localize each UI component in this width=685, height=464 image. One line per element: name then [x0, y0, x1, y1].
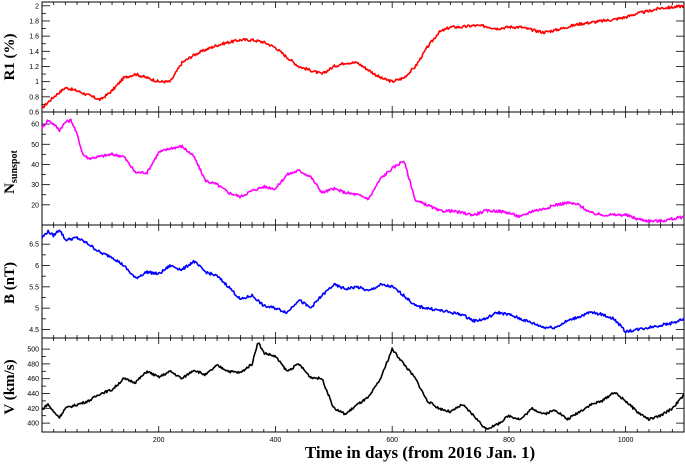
- sunspot-y-tick-label: 50: [31, 142, 39, 149]
- sunspot-y-tick-label: 60: [31, 122, 39, 129]
- r1-y-tick-label: 0.8: [29, 94, 39, 101]
- r1-y-tick-label: 1.8: [29, 18, 39, 25]
- r1-y-tick-label: 2: [35, 3, 39, 10]
- v-frame: [41, 337, 685, 433]
- x-tick-label: 200: [153, 437, 165, 444]
- b-ylabel: B (nT): [2, 262, 18, 304]
- x-tick-label: 1000: [618, 437, 634, 444]
- x-axis-label: Time in days (from 2016 Jan. 1): [305, 443, 535, 462]
- r1-series-line: [41, 4, 685, 109]
- b-y-tick-label: 6.5: [29, 242, 39, 249]
- x-tick-label: 400: [270, 437, 282, 444]
- r1-y-tick-label: 1.4: [29, 49, 39, 56]
- r1-y-tick-label: 0.6: [29, 110, 39, 117]
- v-series-line: [41, 342, 685, 430]
- r1-frame: [41, 1, 685, 113]
- r1-ylabel: R1 (%): [2, 33, 18, 80]
- r1-panel: R1 (%) 0.6 0.8 1 1.2 1.4 1.6 1.8 2: [2, 1, 685, 117]
- sunspot-series-line: [41, 118, 685, 224]
- solar-wind-speed-panel: V (km/s) 400 420 440 460 480 500: [2, 337, 685, 433]
- v-y-tick-label: 400: [27, 421, 39, 428]
- sunspot-y-tick-label: 40: [31, 162, 39, 169]
- sunspot-ylabel-subscript: sunspot: [9, 150, 20, 183]
- v-y-tick-label: 500: [27, 347, 39, 354]
- v-y-tick-label: 460: [27, 376, 39, 383]
- sunspot-y-tick-label: 30: [31, 182, 39, 189]
- b-y-tick-label: 6: [35, 263, 39, 270]
- r1-y-tick-label: 1.6: [29, 34, 39, 41]
- v-y-tick-label: 480: [27, 361, 39, 368]
- v-y-tick-label: 420: [27, 406, 39, 413]
- magnetic-field-panel: B (nT) 4.5 5 5.5 6 6.5: [2, 224, 685, 339]
- b-y-tick-label: 5.5: [29, 284, 39, 291]
- b-y-tick-label: 4.5: [29, 327, 39, 334]
- sunspot-y-tick-label: 20: [31, 202, 39, 209]
- b-series-line: [41, 229, 685, 334]
- r1-y-tick-label: 1: [35, 79, 39, 86]
- x-tick-label: 600: [386, 437, 398, 444]
- r1-y-tick-label: 1.2: [29, 64, 39, 71]
- b-y-tick-label: 5: [35, 306, 39, 313]
- b-frame: [41, 224, 685, 339]
- sunspot-panel: Nsunspot 20 30 40 50 60: [2, 111, 685, 226]
- sunspot-frame: [41, 111, 685, 226]
- v-ylabel: V (km/s): [2, 359, 18, 414]
- x-axis: 200 400 600 800 1000: [153, 437, 634, 444]
- sunspot-ylabel: Nsunspot: [2, 150, 20, 194]
- x-tick-label: 800: [503, 437, 515, 444]
- v-y-tick-label: 440: [27, 391, 39, 398]
- sunspot-ylabel-main: N: [2, 183, 18, 194]
